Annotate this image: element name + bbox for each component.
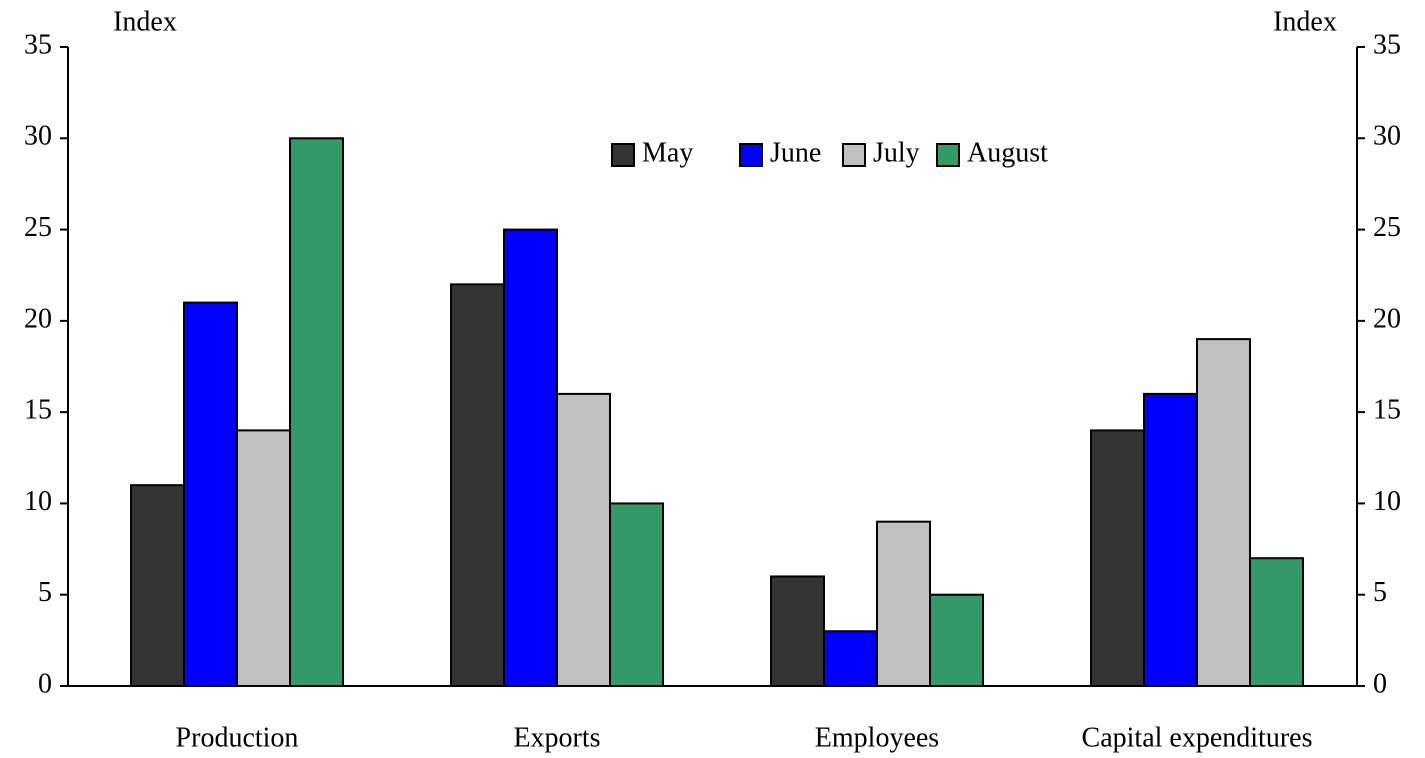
bar <box>450 283 505 687</box>
bar <box>130 484 185 687</box>
legend-label: June <box>770 137 821 168</box>
bar <box>289 137 344 688</box>
legend-label: July <box>873 137 920 168</box>
y2-tick-label: 10 <box>1373 486 1401 517</box>
legend-swatch <box>936 143 960 167</box>
bar <box>1249 557 1304 688</box>
legend-label: August <box>967 137 1048 168</box>
y2-axis-label: Index <box>1273 6 1337 37</box>
bar <box>1143 392 1198 687</box>
y-axis-label: Index <box>113 6 177 37</box>
y-tick-label: 25 <box>24 212 52 243</box>
y-tick-label: 15 <box>24 395 52 426</box>
bar <box>503 228 558 687</box>
y-tick-label: 10 <box>24 486 52 517</box>
bar <box>556 392 611 687</box>
bar <box>1090 429 1145 687</box>
legend-label: May <box>642 137 693 168</box>
bar <box>876 520 931 688</box>
y2-tick-label: 0 <box>1373 668 1387 699</box>
y2-tick-label: 15 <box>1373 395 1401 426</box>
legend-swatch <box>739 143 763 167</box>
x-tick-label: Capital expenditures <box>1082 722 1313 753</box>
bar <box>770 575 825 688</box>
y-tick-label: 5 <box>38 577 52 608</box>
legend-swatch <box>611 143 635 167</box>
bar <box>236 429 291 687</box>
y2-tick-label: 5 <box>1373 577 1387 608</box>
bar <box>609 502 664 687</box>
y-tick-label: 20 <box>24 303 52 334</box>
y-tick-label: 30 <box>24 121 52 152</box>
legend-swatch <box>842 143 866 167</box>
bar <box>183 301 238 687</box>
y-tick-label: 35 <box>24 29 52 60</box>
bar <box>1196 338 1251 687</box>
x-tick-label: Employees <box>815 722 939 753</box>
y2-tick-label: 30 <box>1373 121 1401 152</box>
bar <box>929 593 984 688</box>
bar <box>823 630 878 688</box>
x-tick-label: Exports <box>513 722 600 753</box>
x-tick-label: Production <box>176 722 299 753</box>
y2-tick-label: 25 <box>1373 212 1401 243</box>
y2-tick-label: 35 <box>1373 29 1401 60</box>
y-tick-label: 0 <box>38 668 52 699</box>
y2-tick-label: 20 <box>1373 303 1401 334</box>
